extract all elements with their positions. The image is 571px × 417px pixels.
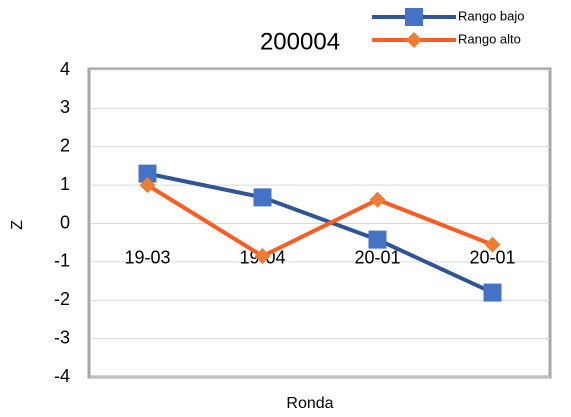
- marker: [139, 177, 156, 194]
- y-tick-label: -1: [54, 251, 70, 271]
- y-tick-label: 2: [60, 136, 70, 156]
- marker: [368, 230, 387, 249]
- marker: [405, 8, 423, 26]
- marker: [369, 191, 386, 208]
- x-axis-label: Ronda: [286, 395, 333, 412]
- y-tick-label: 1: [60, 174, 70, 194]
- series-line: [147, 171, 494, 295]
- marker: [254, 248, 271, 265]
- x-tick-label: 19-03: [124, 247, 170, 267]
- y-tick-label: -4: [54, 366, 70, 386]
- series-line: [146, 183, 494, 259]
- y-axis-label: Z: [9, 220, 26, 230]
- marker: [406, 32, 422, 48]
- y-tick-label: 0: [60, 212, 70, 232]
- y-tick-label: -2: [54, 289, 70, 309]
- marker: [253, 188, 272, 207]
- y-tick-label: 3: [60, 97, 70, 117]
- legend-label: Rango alto: [458, 31, 521, 46]
- chart-title: 200004: [260, 28, 340, 55]
- y-tick-label: -3: [54, 327, 70, 347]
- x-tick-label: 20-01: [354, 247, 400, 267]
- x-tick-label: 20-01: [469, 247, 515, 267]
- y-tick-label: 4: [60, 59, 70, 79]
- marker: [138, 164, 157, 183]
- marker: [483, 283, 502, 302]
- legend-label: Rango bajo: [458, 8, 525, 23]
- marker: [484, 236, 501, 253]
